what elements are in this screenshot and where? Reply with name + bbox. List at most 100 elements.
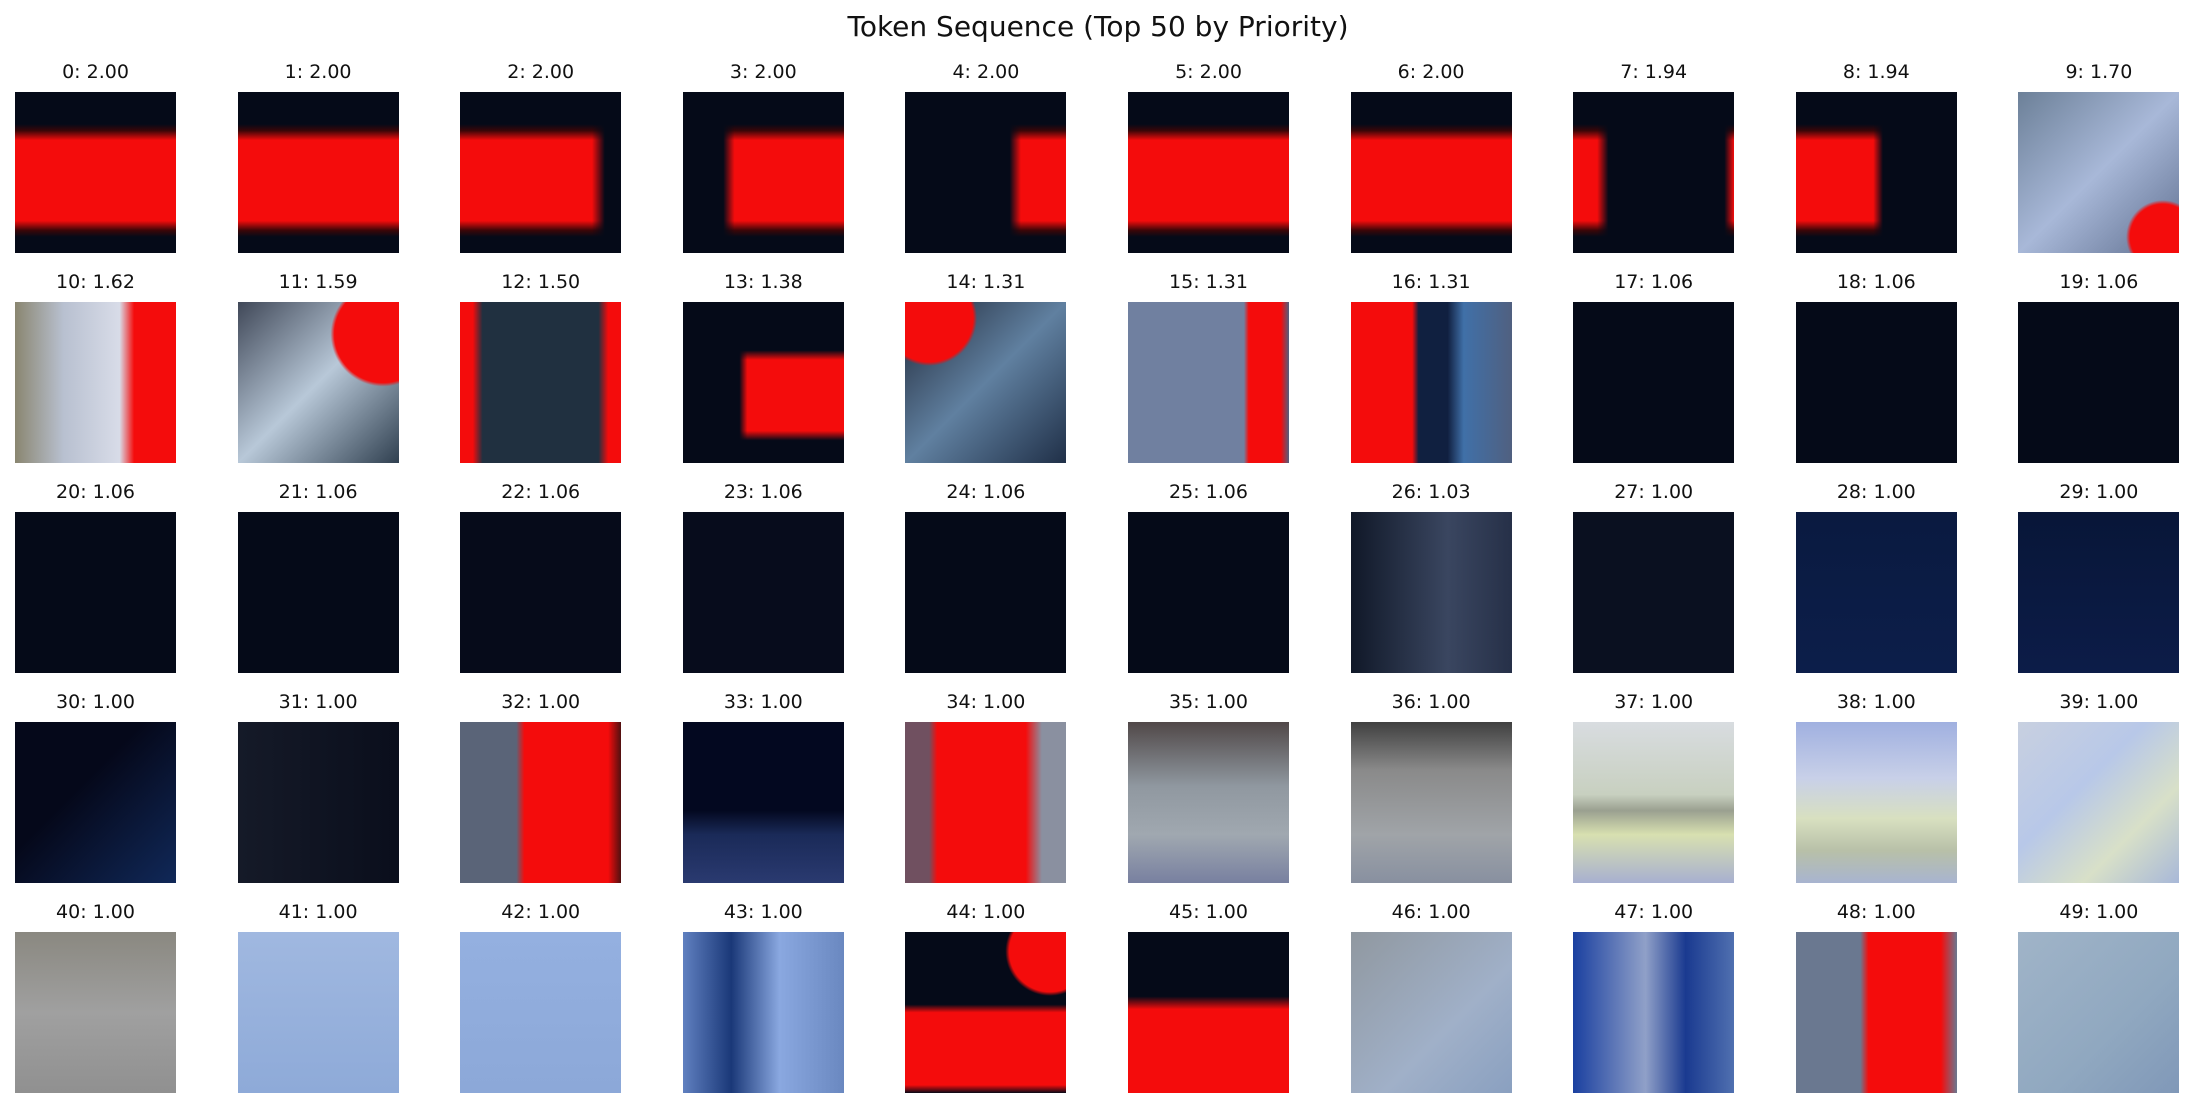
token-patch: [1350, 302, 1512, 463]
figure-title: Token Sequence (Top 50 by Priority): [847, 10, 1349, 43]
tile-label: 14: 1.31: [946, 271, 1026, 293]
token-patch: [15, 932, 176, 1093]
tile-label: 46: 1.00: [1391, 901, 1471, 923]
tile-label: 25: 1.06: [1169, 481, 1248, 503]
tile-label: 5: 2.00: [1175, 61, 1242, 83]
token-patch: [1795, 722, 1957, 883]
token-patch: [2018, 92, 2180, 253]
token-patch: [237, 932, 399, 1093]
tile-label: 35: 1.00: [1169, 691, 1248, 713]
token-patch: [682, 512, 844, 673]
token-patch: [1350, 512, 1512, 673]
token-patch: [1795, 302, 1957, 463]
token-patch: [237, 722, 399, 883]
token-patch: [905, 932, 1067, 1093]
token-patch: [2018, 302, 2180, 463]
tile-label: 32: 1.00: [501, 691, 581, 713]
tile-label: 11: 1.59: [278, 271, 358, 293]
token-patch: [460, 512, 622, 673]
tile-label: 29: 1.00: [2059, 481, 2139, 503]
tile-label: 41: 1.00: [278, 901, 358, 923]
token-patch: [1350, 92, 1512, 253]
token-patch: [2018, 722, 2180, 883]
tile-label: 13: 1.38: [723, 271, 803, 293]
tile-label: 36: 1.00: [1391, 691, 1471, 713]
tile-label: 45: 1.00: [1169, 901, 1248, 923]
tile-label: 1: 2.00: [284, 61, 352, 83]
tile-label: 15: 1.31: [1169, 271, 1248, 293]
token-patch: [905, 722, 1067, 883]
token-patch: [1573, 92, 1735, 253]
tile-label: 26: 1.03: [1391, 481, 1471, 503]
tile-label: 48: 1.00: [1836, 901, 1916, 923]
tile-label: 33: 1.00: [723, 691, 803, 713]
tile-label: 2: 2.00: [507, 61, 575, 83]
token-patch: [1573, 512, 1735, 673]
tile-label: 40: 1.00: [56, 901, 135, 923]
tile-label: 22: 1.06: [501, 481, 581, 503]
tile-label: 39: 1.00: [2059, 691, 2139, 713]
token-patch: [1795, 512, 1957, 673]
tile-label: 24: 1.06: [946, 481, 1026, 503]
tile-label: 21: 1.06: [278, 481, 358, 503]
token-patch: [1573, 722, 1735, 883]
token-patch: [1350, 932, 1512, 1093]
token-patch: [237, 302, 399, 463]
tile-label: 9: 1.70: [2065, 61, 2133, 83]
tile-label: 27: 1.00: [1614, 481, 1694, 503]
token-patch: [1128, 512, 1289, 673]
tile-label: 7: 1.94: [1620, 61, 1688, 83]
token-patch: [1573, 302, 1735, 463]
tile-label: 49: 1.00: [2059, 901, 2139, 923]
token-patch: [905, 92, 1067, 253]
tile-label: 44: 1.00: [946, 901, 1026, 923]
token-patch: [460, 92, 622, 253]
tile-label: 6: 2.00: [1397, 61, 1465, 83]
token-patch: [1128, 722, 1289, 883]
tile-label: 43: 1.00: [723, 901, 803, 923]
tile-label: 20: 1.06: [56, 481, 135, 503]
tile-label: 37: 1.00: [1614, 691, 1694, 713]
tile-label: 0: 2.00: [62, 61, 129, 83]
token-patch: [1128, 302, 1289, 463]
tile-label: 18: 1.06: [1836, 271, 1916, 293]
tile-label: 12: 1.50: [501, 271, 581, 293]
tile-label: 17: 1.06: [1614, 271, 1694, 293]
token-patch: [15, 92, 176, 253]
tile-label: 30: 1.00: [56, 691, 135, 713]
tile-label: 38: 1.00: [1836, 691, 1916, 713]
token-patch: [1128, 92, 1289, 253]
token-patch: [15, 722, 176, 883]
token-patch: [460, 932, 622, 1093]
tile-label: 16: 1.31: [1391, 271, 1471, 293]
token-patch: [1128, 932, 1289, 1093]
token-patch: [1795, 92, 1957, 253]
tile-label: 4: 2.00: [952, 61, 1020, 83]
token-patch: [682, 92, 844, 253]
token-patch: [2018, 512, 2180, 673]
token-patch: [15, 302, 176, 463]
token-patch: [1573, 932, 1735, 1093]
token-patch: [682, 722, 844, 883]
token-patch: [682, 932, 844, 1093]
tile-label: 42: 1.00: [501, 901, 581, 923]
tile-label: 8: 1.94: [1842, 61, 1910, 83]
tile-label: 47: 1.00: [1614, 901, 1694, 923]
tile-label: 34: 1.00: [946, 691, 1026, 713]
tile-label: 19: 1.06: [2059, 271, 2139, 293]
token-patch: [905, 302, 1067, 463]
tile-label: 31: 1.00: [278, 691, 358, 713]
token-patch: [15, 512, 176, 673]
tile-label: 3: 2.00: [729, 61, 797, 83]
token-patch: [460, 302, 622, 463]
token-patch: [460, 722, 622, 883]
token-patch: [2018, 932, 2180, 1093]
tile-label: 28: 1.00: [1836, 481, 1916, 503]
token-patch: [905, 512, 1067, 673]
token-patch: [682, 302, 844, 463]
token-patch: [237, 92, 399, 253]
token-patch: [1795, 932, 1957, 1093]
tile-label: 10: 1.62: [56, 271, 135, 293]
tile-label: 23: 1.06: [723, 481, 803, 503]
